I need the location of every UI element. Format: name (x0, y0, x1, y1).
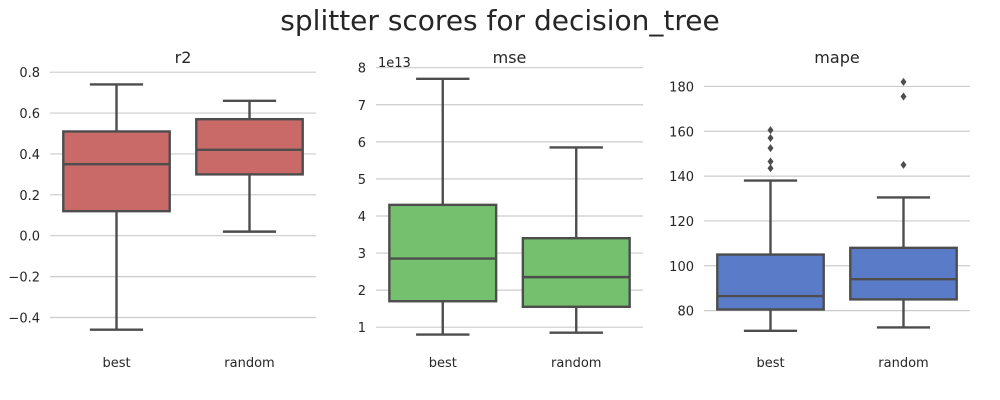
box-best (388, 77, 498, 336)
x-tick-label: best (756, 356, 784, 371)
box-best (716, 126, 825, 332)
subplot-mse: mse 1e13 1 2 3 4 5 6 7 8 best random (358, 48, 643, 371)
y-tick-label: 0.2 (19, 189, 40, 204)
y-tick-label: 0.6 (19, 107, 40, 122)
y-tick-label: 180 (669, 80, 694, 95)
iqr-box (716, 253, 825, 311)
subplot-title: mse (493, 48, 527, 67)
iqr-box (62, 130, 171, 213)
y-tick-label: 6 (358, 136, 366, 151)
x-tick-label: best (429, 356, 457, 371)
outlier-point (900, 92, 907, 101)
iqr-box (849, 246, 958, 301)
x-tick-label: random (878, 356, 928, 371)
y-tick-label: 0.4 (19, 148, 40, 163)
y-tick-label: 2 (358, 284, 366, 299)
figure-title: splitter scores for decision_tree (280, 4, 719, 37)
y-tick-label: 1 (358, 321, 366, 336)
y-tick-label: 0.0 (19, 230, 40, 245)
y-tick-label: 80 (677, 305, 694, 320)
y-tick-label: 8 (358, 62, 366, 77)
y-tick-label: 160 (669, 125, 694, 140)
y-tick-label: −0.2 (8, 271, 40, 286)
y-tick-label: 120 (669, 215, 694, 230)
y-tick-label: 140 (669, 170, 694, 185)
subplot-r2: r2 −0.4 −0.2 0.0 0.2 0.4 0.6 0.8 best random (8, 48, 316, 371)
y-tick-label: −0.4 (8, 311, 40, 326)
y-tick-label: 7 (358, 99, 366, 114)
outlier-point (900, 77, 907, 86)
y-tick-label: 4 (358, 210, 366, 225)
axis-offset-label: 1e13 (378, 56, 411, 71)
y-tick-label: 5 (358, 173, 366, 188)
x-tick-label: random (224, 356, 274, 371)
box-best (62, 83, 171, 331)
subplot-title: r2 (175, 48, 192, 67)
outlier-point (767, 144, 774, 153)
outlier-point (767, 164, 774, 173)
x-tick-label: best (102, 356, 130, 371)
box-random (849, 77, 958, 329)
subplot-mape: mape 80 100 120 140 160 180 best random (669, 48, 970, 371)
iqr-box (195, 117, 304, 176)
iqr-box (521, 237, 631, 308)
subplot-title: mape (814, 48, 859, 67)
y-tick-label: 100 (669, 260, 694, 275)
iqr-box (388, 203, 498, 303)
y-tick-label: 3 (358, 247, 366, 262)
box-random (521, 146, 631, 334)
box-random (195, 99, 304, 233)
outlier-point (767, 126, 774, 135)
y-tick-label: 0.8 (19, 66, 40, 81)
outlier-point (767, 157, 774, 166)
outlier-point (767, 133, 774, 142)
outlier-point (900, 160, 907, 169)
subplots: r2 −0.4 −0.2 0.0 0.2 0.4 0.6 0.8 best random mse 1e… (8, 48, 970, 371)
x-tick-label: random (551, 356, 601, 371)
